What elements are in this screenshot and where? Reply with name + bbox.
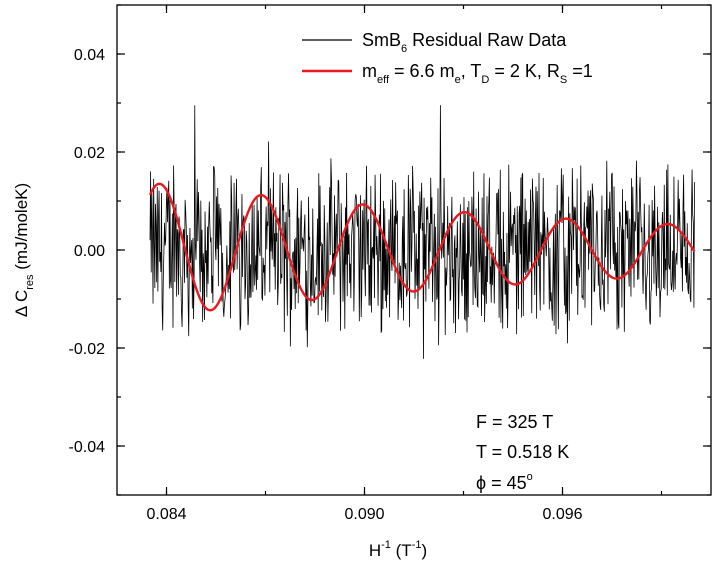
y-tick-label: 0.04 bbox=[74, 47, 105, 64]
raw-data-line bbox=[149, 105, 695, 359]
fit-series bbox=[148, 182, 696, 312]
annotations: F = 325 T T = 0.518 K ϕ = 45o bbox=[476, 412, 569, 493]
raw-data-series bbox=[149, 105, 695, 359]
x-axis-title: H-1 (T-1) bbox=[369, 539, 427, 560]
legend-fit-label: meff = 6.6 me, TD = 2 K, RS =1 bbox=[362, 61, 593, 86]
y-axis-ticks: -0.04 -0.02 0.00 0.02 0.04 bbox=[69, 4, 711, 496]
y-axis-title: Δ Cres (mJ/moleK) bbox=[12, 183, 36, 317]
x-tick-label: 0.096 bbox=[542, 506, 582, 523]
x-axis-ticks: 0.084 0.090 0.096 bbox=[146, 5, 663, 523]
y-tick-label: 0.00 bbox=[74, 243, 105, 260]
legend: SmB6 Residual Raw Data meff = 6.6 me, TD… bbox=[302, 30, 593, 86]
x-tick-label: 0.084 bbox=[146, 506, 186, 523]
annotation-temperature: T = 0.518 K bbox=[476, 442, 569, 462]
legend-raw-label: SmB6 Residual Raw Data bbox=[362, 30, 567, 55]
annotation-angle: ϕ = 45o bbox=[476, 471, 533, 493]
annotation-frequency: F = 325 T bbox=[476, 412, 553, 432]
fit-line bbox=[148, 182, 696, 312]
y-tick-label: -0.04 bbox=[69, 439, 106, 456]
y-tick-label: 0.02 bbox=[74, 145, 105, 162]
y-tick-label: -0.02 bbox=[69, 341, 106, 358]
x-tick-label: 0.090 bbox=[344, 506, 384, 523]
